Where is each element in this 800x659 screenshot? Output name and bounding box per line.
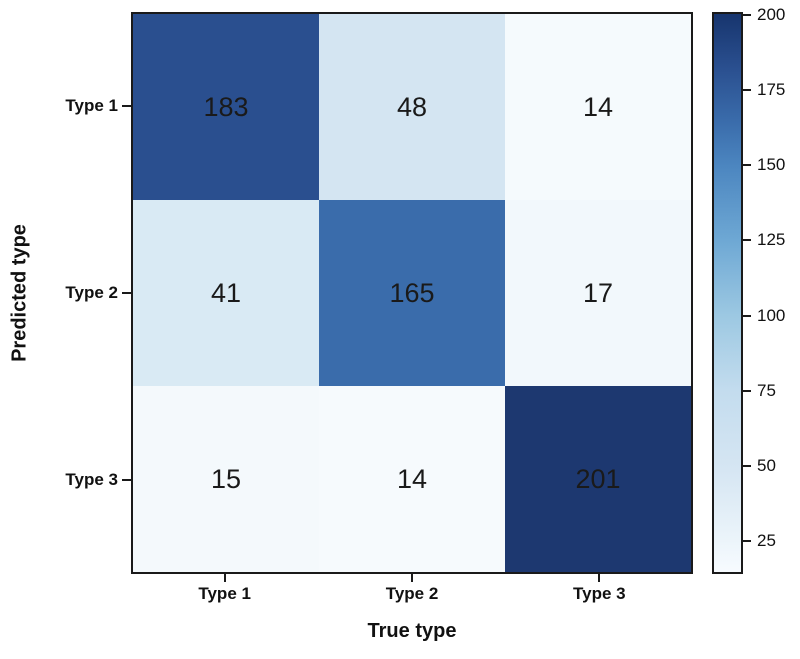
heatmap-cell: 48 [319,14,505,200]
x-tick-label: Type 3 [573,584,626,604]
y-axis-label: Predicted type [9,224,32,362]
y-tick-label: Type 3 [30,470,118,490]
heatmap-cell: 165 [319,200,505,386]
colorbar-tick-mark [743,390,751,392]
y-tick-label: Type 1 [30,96,118,116]
heatmap-cell: 15 [133,386,319,572]
colorbar-tick-label: 50 [757,456,776,476]
colorbar-tick-label: 125 [757,230,785,250]
x-tick-label: Type 2 [386,584,439,604]
y-tick-mark [122,479,131,481]
heatmap-cell: 14 [505,14,691,200]
colorbar-tick-mark [743,164,751,166]
colorbar-tick-label: 25 [757,531,776,551]
x-tick-mark [598,574,600,582]
colorbar-tick-mark [743,239,751,241]
colorbar-tick-mark [743,315,751,317]
x-tick-label: Type 1 [198,584,251,604]
x-tick-mark [411,574,413,582]
colorbar-tick-label: 100 [757,306,785,326]
heatmap-cell: 183 [133,14,319,200]
x-tick-mark [224,574,226,582]
colorbar-tick-label: 75 [757,381,776,401]
colorbar-tick-mark [743,540,751,542]
heatmap-grid: 183481441165171514201 [131,12,693,574]
x-axis-label: True type [368,620,457,643]
confusion-matrix-figure: Predicted type Type 1Type 2Type 3 183481… [0,0,800,659]
colorbar-tick-label: 200 [757,5,785,25]
y-tick-mark [122,105,131,107]
colorbar-area: 200175150125100755025 [712,12,743,574]
y-tick-label: Type 2 [30,283,118,303]
heatmap-cell: 41 [133,200,319,386]
colorbar-tick-label: 150 [757,155,785,175]
colorbar-tick-mark [743,14,751,16]
colorbar-tick-label: 175 [757,80,785,100]
heatmap-cell: 201 [505,386,691,572]
colorbar-tick-mark [743,465,751,467]
heatmap-cell: 14 [319,386,505,572]
y-tick-mark [122,292,131,294]
colorbar-gradient [712,12,743,574]
heatmap-cell: 17 [505,200,691,386]
colorbar-tick-mark [743,89,751,91]
